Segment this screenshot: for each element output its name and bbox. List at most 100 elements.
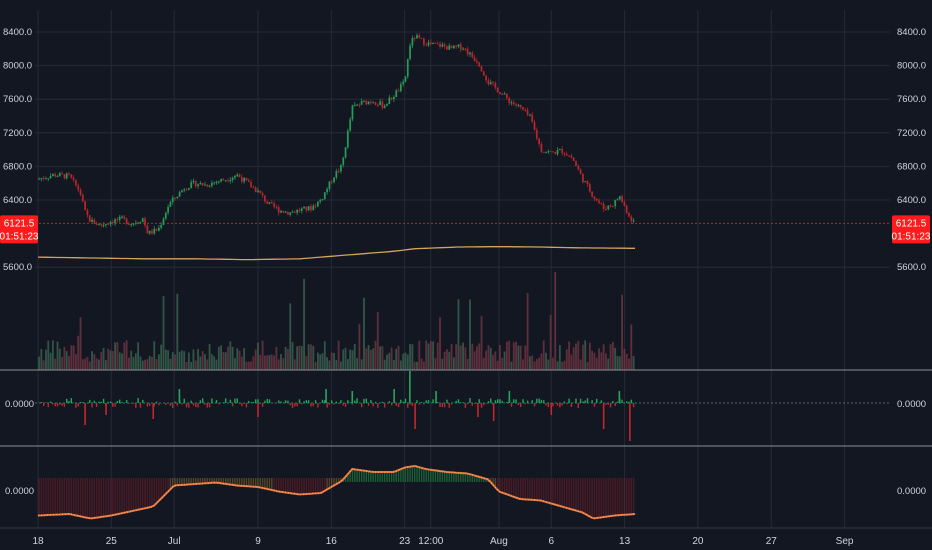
candle-body bbox=[164, 212, 167, 219]
volume-bar bbox=[588, 342, 591, 370]
candle-body bbox=[591, 191, 594, 197]
candle-body bbox=[213, 182, 216, 184]
candle-body bbox=[206, 184, 209, 187]
candle-body bbox=[386, 104, 388, 106]
volume-bar bbox=[505, 341, 508, 370]
volume-bar bbox=[58, 348, 61, 370]
candle-body bbox=[259, 190, 262, 194]
candle-body bbox=[542, 151, 545, 153]
candle-body bbox=[323, 192, 326, 200]
price-badge-value-right: 6121.5 bbox=[896, 218, 927, 229]
volume-bar bbox=[234, 358, 236, 370]
candle-body bbox=[346, 130, 349, 148]
candle-body bbox=[307, 206, 310, 211]
candle-body bbox=[469, 52, 471, 55]
candle-body bbox=[224, 180, 227, 182]
candle-body bbox=[178, 192, 181, 197]
volume-bar bbox=[422, 361, 425, 370]
candle-body bbox=[84, 201, 87, 211]
candle-body bbox=[379, 101, 382, 105]
volume-bar bbox=[369, 350, 372, 370]
candle-body bbox=[190, 182, 193, 189]
volume-bar bbox=[245, 361, 248, 370]
volume-bar bbox=[549, 314, 552, 370]
volume-bar bbox=[455, 344, 458, 370]
volume-bar bbox=[266, 355, 269, 370]
candle-body bbox=[298, 209, 301, 212]
candle-body bbox=[549, 151, 552, 153]
candle-body bbox=[229, 179, 232, 182]
volume-bar bbox=[526, 293, 529, 370]
volume-bar bbox=[243, 348, 246, 370]
candle-body bbox=[372, 102, 375, 104]
candle-body bbox=[406, 59, 409, 77]
volume-bar bbox=[552, 357, 554, 370]
volume-bar bbox=[529, 356, 531, 370]
candle-body bbox=[252, 187, 255, 189]
volume-bar bbox=[289, 303, 292, 370]
price-tick-right: 8000.0 bbox=[897, 61, 926, 72]
volume-bar bbox=[240, 356, 243, 370]
candle-body bbox=[139, 222, 142, 224]
candle-body bbox=[169, 201, 172, 207]
candle-body bbox=[100, 223, 103, 226]
volume-bar bbox=[448, 351, 451, 370]
pane-dividers[interactable] bbox=[0, 369, 932, 529]
price-axis[interactable]: 8400.0 8400.0 8000.0 8000.0 7600.0 7600.0 7200… bbox=[3, 27, 926, 273]
time-tick: Jul bbox=[168, 536, 181, 547]
candle-body bbox=[204, 184, 206, 186]
volume-bar bbox=[487, 345, 490, 370]
volume-bar bbox=[305, 355, 308, 370]
volume-bar bbox=[45, 349, 47, 370]
volume-bar bbox=[406, 354, 409, 370]
candle-body bbox=[330, 181, 333, 183]
candle-body bbox=[390, 97, 393, 100]
volume-bar bbox=[595, 357, 598, 370]
candle-body bbox=[217, 181, 220, 183]
candle-body bbox=[58, 173, 61, 177]
time-axis[interactable]: 18 25 Jul 9 16 23 12:00 Aug 6 13 20 27 Sep bbox=[32, 536, 853, 547]
candle-body bbox=[360, 101, 363, 105]
candle-body bbox=[61, 173, 63, 175]
volume-bar bbox=[579, 359, 582, 370]
volume-bar bbox=[107, 348, 110, 370]
candle-body bbox=[160, 224, 163, 228]
candle-body bbox=[441, 44, 444, 47]
candle-body bbox=[558, 149, 561, 151]
volume-bar bbox=[109, 350, 112, 370]
time-tick: 25 bbox=[106, 536, 118, 547]
candle-body bbox=[397, 90, 400, 92]
candle-body bbox=[579, 169, 582, 174]
candle-body bbox=[137, 222, 140, 224]
price-tick-right: 6400.0 bbox=[897, 195, 926, 206]
candle-body bbox=[174, 197, 176, 199]
volume-bar bbox=[275, 346, 278, 370]
candle-body bbox=[293, 211, 296, 213]
volume-bar bbox=[144, 359, 146, 370]
price-tick-right: 8400.0 bbox=[897, 27, 926, 38]
volume-bar bbox=[42, 360, 45, 370]
volume-bar bbox=[593, 352, 596, 370]
volume-bar bbox=[192, 349, 195, 370]
volume-bar bbox=[614, 347, 617, 370]
volume-bar bbox=[123, 342, 126, 370]
candle-body bbox=[185, 189, 188, 191]
volume-bar bbox=[231, 346, 234, 370]
candle-body bbox=[535, 129, 538, 139]
volume-bar bbox=[259, 354, 262, 370]
candle-body bbox=[234, 176, 236, 178]
volume-bar bbox=[376, 312, 379, 370]
oscillator-zero-label-right: 0.0000 bbox=[897, 399, 926, 410]
volume-bar bbox=[452, 357, 455, 370]
volume-bar bbox=[176, 293, 179, 370]
volume-bar bbox=[611, 342, 614, 370]
candle-body bbox=[492, 82, 494, 84]
lower-zero-label-right: 0.0000 bbox=[897, 486, 926, 497]
volume-bar bbox=[81, 359, 84, 370]
candle-body bbox=[618, 196, 621, 200]
candle-body bbox=[600, 202, 603, 204]
volume-bar bbox=[155, 359, 158, 370]
volume-bar bbox=[316, 352, 319, 370]
volume-bar bbox=[413, 361, 416, 370]
